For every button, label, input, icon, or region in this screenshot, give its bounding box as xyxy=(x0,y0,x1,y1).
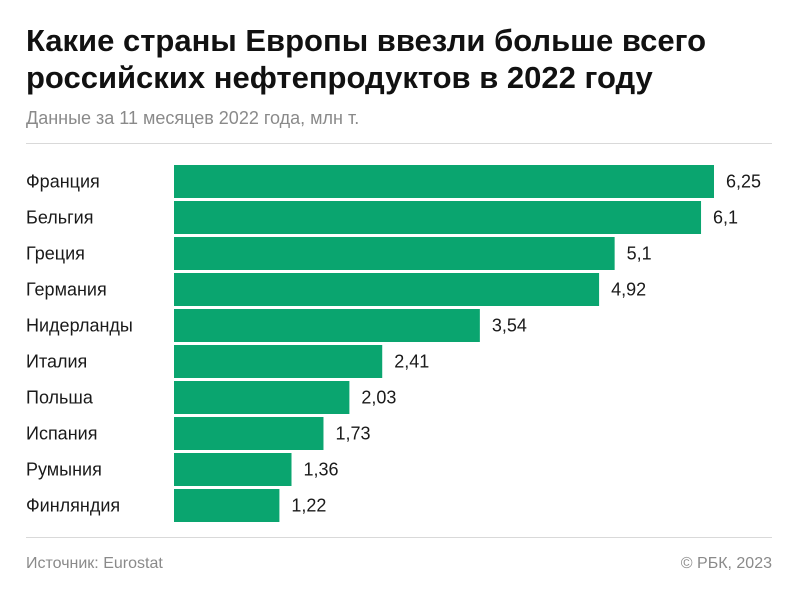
category-label: Германия xyxy=(26,280,107,300)
value-label: 3,54 xyxy=(492,316,527,336)
category-label: Испания xyxy=(26,424,97,444)
value-label: 2,41 xyxy=(394,352,429,372)
value-label: 1,22 xyxy=(291,496,326,516)
bar xyxy=(174,237,615,270)
category-label: Румыния xyxy=(26,460,102,480)
chart-subtitle: Данные за 11 месяцев 2022 года, млн т. xyxy=(26,108,360,128)
copyright: © РБК, 2023 xyxy=(680,555,772,572)
bar xyxy=(174,453,292,486)
bottom-divider xyxy=(26,537,772,538)
value-label: 4,92 xyxy=(611,280,646,300)
chart-title: Какие страны Европы ввезли больше всего … xyxy=(26,23,707,95)
value-label: 5,1 xyxy=(627,244,652,264)
source-note: Источник: Eurostat xyxy=(26,555,163,572)
value-label: 1,36 xyxy=(304,460,339,480)
bar xyxy=(174,345,383,378)
category-label: Нидерланды xyxy=(26,316,133,336)
category-label: Италия xyxy=(26,352,87,372)
bar xyxy=(174,201,702,234)
top-divider xyxy=(26,143,772,144)
bar xyxy=(174,417,324,450)
category-label: Бельгия xyxy=(26,208,93,228)
category-label: Финляндия xyxy=(26,496,120,516)
bar xyxy=(174,309,480,342)
category-label: Франция xyxy=(26,172,100,192)
bar xyxy=(174,489,280,522)
value-label: 2,03 xyxy=(361,388,396,408)
bar xyxy=(174,381,350,414)
bar xyxy=(174,165,714,198)
category-label: Польша xyxy=(26,388,94,408)
category-label: Греция xyxy=(26,244,85,264)
bar xyxy=(174,273,600,306)
value-label: 1,73 xyxy=(335,424,370,444)
value-label: 6,25 xyxy=(726,172,761,192)
value-label: 6,1 xyxy=(713,208,738,228)
bar-chart: Франция 6,25 Бельгия 6,1 Греция 5,1 Германия 4,… xyxy=(26,165,761,522)
